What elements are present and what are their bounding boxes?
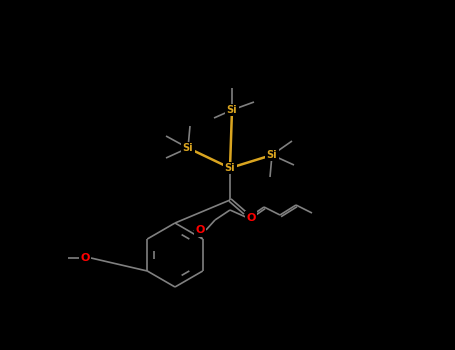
Text: Si: Si <box>267 150 277 160</box>
Text: O: O <box>246 213 256 223</box>
Text: O: O <box>81 253 90 263</box>
Text: Si: Si <box>225 163 235 173</box>
Text: Si: Si <box>227 105 238 115</box>
Text: Si: Si <box>183 143 193 153</box>
Text: O: O <box>195 225 205 235</box>
